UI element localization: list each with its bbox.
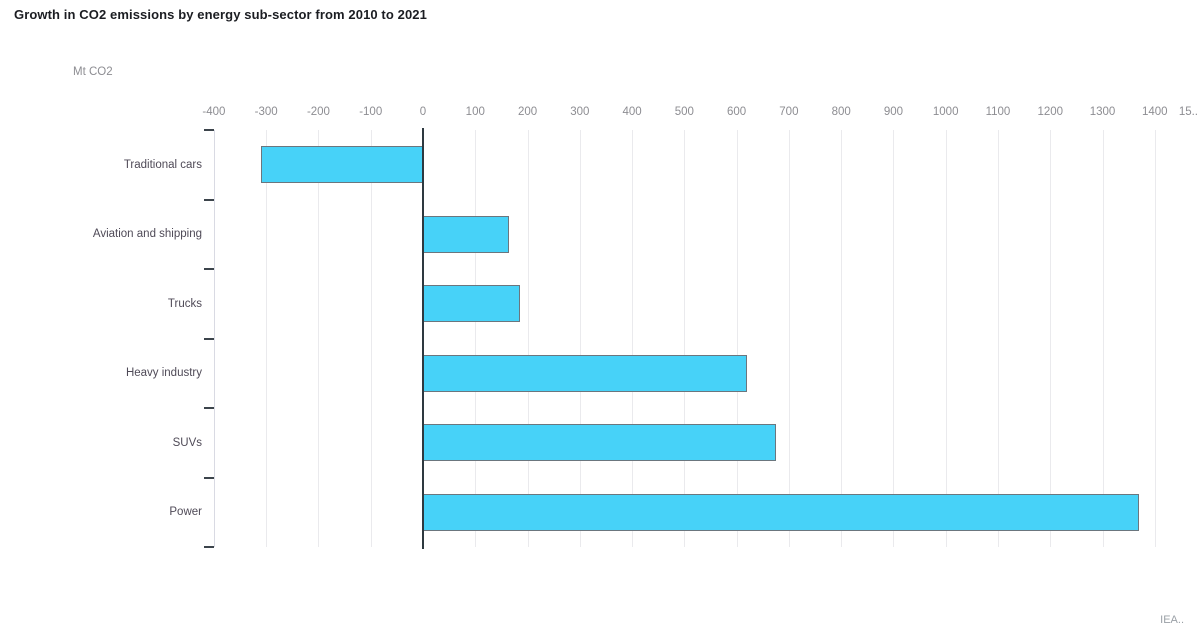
x-axis-tick-label: -300 [254, 106, 278, 118]
x-gridline [788, 130, 790, 547]
x-gridline [527, 130, 529, 547]
y-axis-line [213, 130, 215, 547]
x-gridline [318, 130, 320, 547]
category-label: Traditional cars [123, 158, 202, 171]
category-label: Heavy industry [125, 367, 202, 380]
y-axis-tick [203, 476, 214, 479]
bar-aviation-and-shipping[interactable] [423, 215, 510, 253]
bar-traditional-cars[interactable] [260, 146, 423, 184]
category-label: Trucks [167, 297, 202, 310]
bar-trucks[interactable] [423, 285, 520, 323]
bar-suvs[interactable] [423, 424, 776, 462]
x-gridline [945, 130, 947, 547]
x-axis-tick-label: 300 [570, 106, 590, 118]
x-axis-tick-label: 700 [779, 106, 799, 118]
x-axis-tick-label: 1300 [1089, 106, 1116, 118]
x-axis-tick-label: 100 [465, 106, 485, 118]
x-axis-tick-label: 900 [883, 106, 904, 118]
y-axis-unit-label: Mt CO2 [73, 66, 113, 78]
chart-title: Growth in CO2 emissions by energy sub-se… [14, 7, 427, 22]
x-gridline [841, 130, 843, 547]
x-gridline [1102, 130, 1104, 547]
x-axis-tick-label: 1400 [1141, 106, 1168, 118]
y-axis-tick [203, 268, 214, 270]
source-credit: IEA.. [1160, 614, 1184, 626]
x-axis-tick-label: -200 [306, 106, 330, 118]
x-axis-tick-label: 1200 [1037, 106, 1064, 118]
y-axis-tick [203, 407, 214, 409]
category-label: Aviation and shipping [92, 228, 202, 241]
x-gridline [736, 130, 738, 547]
x-gridline [579, 130, 581, 547]
x-axis-tick-label: -100 [359, 106, 383, 118]
y-axis-tick [203, 129, 214, 131]
bar-heavy-industry[interactable] [423, 354, 748, 392]
x-axis-tick-label: 15.. [1178, 106, 1198, 118]
x-axis-tick-label: 1100 [985, 106, 1011, 118]
x-gridline [475, 130, 477, 547]
x-gridline [632, 130, 634, 547]
x-gridline [266, 130, 268, 547]
x-gridline [1154, 130, 1156, 547]
y-axis-tick [203, 546, 214, 548]
zero-axis-line [422, 128, 424, 549]
x-gridline [684, 130, 686, 547]
x-axis-tick-label: 600 [727, 106, 747, 118]
x-axis-tick-label: 400 [622, 106, 642, 118]
x-gridline [893, 130, 895, 547]
x-axis-tick-label: 200 [517, 106, 538, 118]
x-gridline [370, 130, 372, 547]
x-axis-tick-label: 800 [831, 106, 851, 118]
x-axis-tick-label: -400 [202, 106, 226, 118]
y-axis-tick [203, 198, 214, 201]
y-axis-tick [203, 337, 214, 340]
x-axis-tick-label: 1000 [932, 106, 959, 118]
category-label: SUVs [172, 436, 202, 449]
x-gridline [997, 130, 999, 547]
x-gridline [1050, 130, 1052, 547]
category-label: Power [169, 506, 202, 519]
x-axis-tick-label: 0 [419, 106, 427, 118]
x-axis-tick-label: 500 [674, 106, 694, 118]
bar-power[interactable] [423, 493, 1140, 531]
